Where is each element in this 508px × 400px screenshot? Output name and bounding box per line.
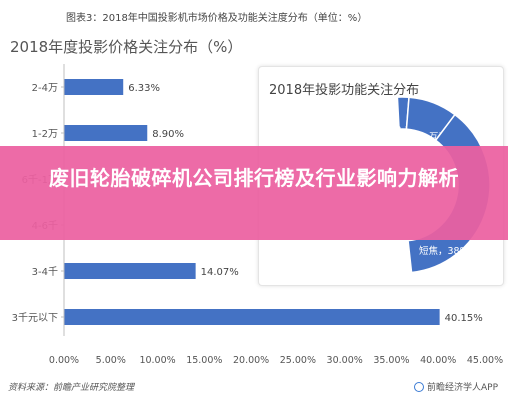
article-title: 废旧轮胎破碎机公司排行榜及行业影响力解析	[49, 166, 459, 190]
bar	[64, 79, 124, 95]
bar	[64, 125, 148, 141]
bar-chart-title: 2018年度投影价格关注分布（%）	[10, 38, 243, 56]
bar-value-label: 6.33%	[128, 83, 160, 94]
x-tick-label: 10.00%	[139, 355, 175, 366]
x-tick-label: 20.00%	[233, 355, 269, 366]
category-label: 2-4万	[32, 83, 58, 94]
bar-value-label: 8.90%	[152, 129, 184, 140]
x-tick-label: 40.00%	[420, 355, 456, 366]
donut-chart-title: 2018年投影功能关注分布	[269, 83, 420, 98]
bar	[64, 263, 196, 279]
x-tick-label: 45.00%	[467, 355, 503, 366]
x-tick-label: 5.00%	[96, 355, 126, 366]
bar-value-label: 14.07%	[201, 267, 239, 278]
data-source: 资料来源：前瞻产业研究院整理	[8, 383, 135, 393]
article-banner: 废旧轮胎破碎机公司排行榜及行业影响力解析	[0, 146, 508, 240]
bar-value-label: 40.15%	[445, 313, 483, 324]
brand-watermark: 前瞻经济学人APP	[413, 380, 498, 393]
category-label: 3千元以下	[12, 312, 58, 324]
x-tick-label: 15.00%	[186, 355, 222, 366]
slice-label: 短焦，38%	[419, 245, 469, 257]
logo-ring-icon	[413, 381, 424, 392]
x-tick-label: 0.00%	[49, 355, 79, 366]
bar	[64, 309, 440, 325]
category-label: 1-2万	[32, 129, 58, 140]
figure-caption: 图表3：2018年中国投影机市场价格及功能关注度分布（单位：%）	[66, 13, 368, 24]
x-tick-label: 30.00%	[327, 355, 363, 366]
brand-label: 前瞻经济学人APP	[426, 383, 498, 393]
x-tick-label: 35.00%	[373, 355, 409, 366]
category-label: 3-4千	[32, 266, 58, 278]
x-tick-label: 25.00%	[280, 355, 316, 366]
